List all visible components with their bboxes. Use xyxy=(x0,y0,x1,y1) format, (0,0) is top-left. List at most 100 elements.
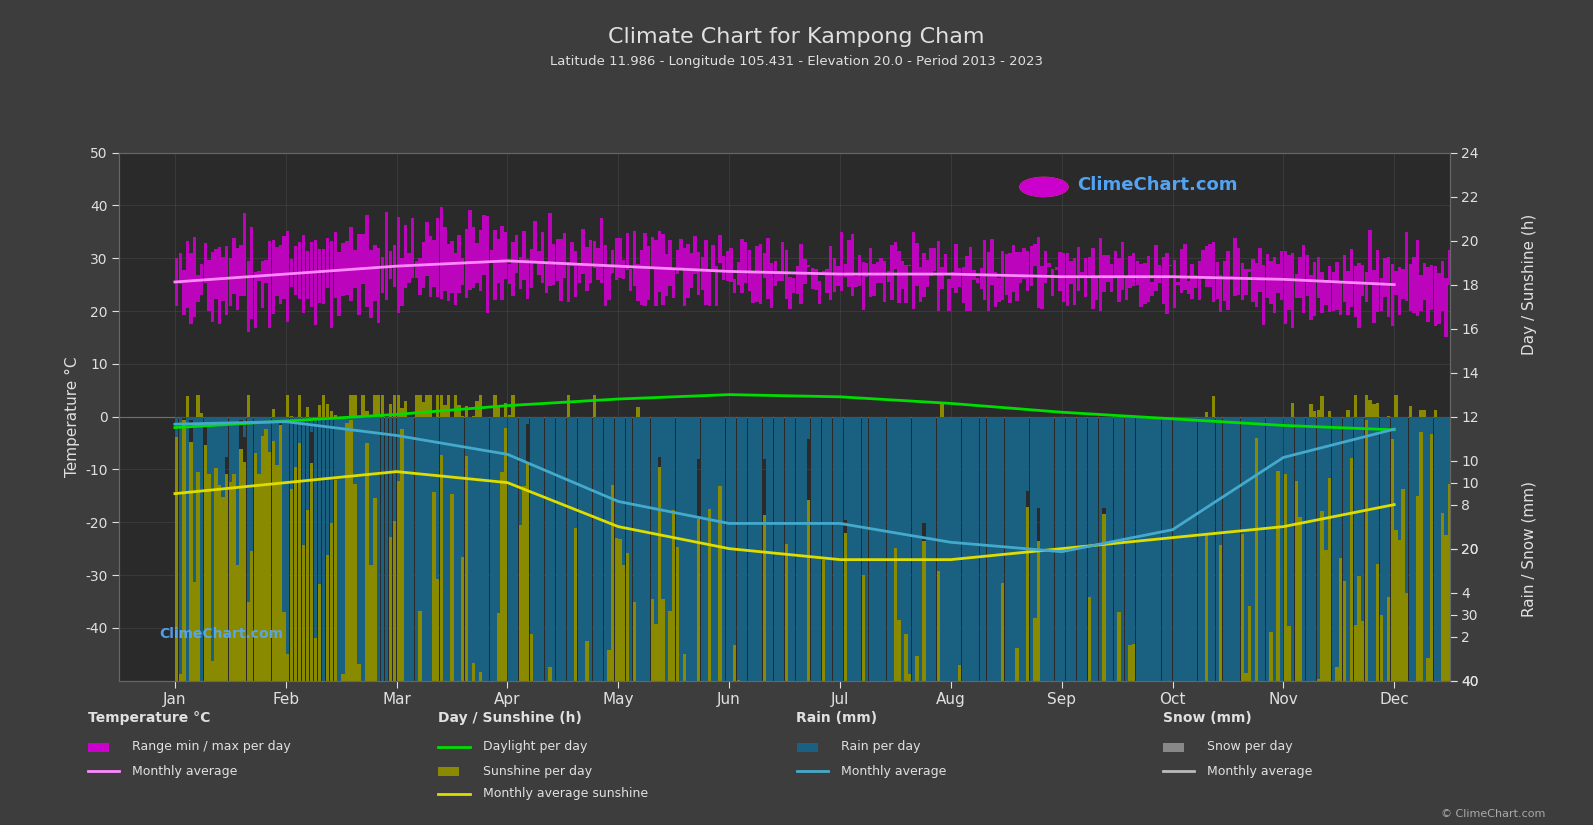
Bar xyxy=(381,417,384,681)
Bar xyxy=(1128,470,1131,681)
Bar xyxy=(1020,485,1023,681)
Bar xyxy=(578,417,581,681)
Bar xyxy=(854,417,857,681)
Bar xyxy=(828,417,833,681)
Bar xyxy=(1121,417,1125,681)
Bar xyxy=(1474,417,1477,518)
Bar xyxy=(911,417,914,681)
Bar xyxy=(690,417,693,681)
Bar xyxy=(436,394,440,681)
Bar xyxy=(503,417,507,428)
Bar xyxy=(1454,270,1459,312)
Bar xyxy=(1301,245,1305,313)
Bar xyxy=(556,458,559,681)
Bar xyxy=(1209,244,1212,287)
Bar xyxy=(1255,417,1258,437)
Bar xyxy=(1051,269,1055,296)
Bar xyxy=(752,475,755,681)
Bar xyxy=(1494,417,1497,450)
Bar xyxy=(1380,417,1383,615)
Bar xyxy=(178,252,182,285)
Bar xyxy=(1077,497,1080,681)
Bar xyxy=(1474,259,1477,323)
Bar xyxy=(386,419,389,681)
Bar xyxy=(655,239,658,306)
Bar xyxy=(537,429,540,681)
Bar xyxy=(902,503,905,681)
Bar xyxy=(940,417,943,681)
Bar xyxy=(632,417,636,602)
Bar xyxy=(1117,417,1120,612)
Bar xyxy=(962,417,965,681)
Bar xyxy=(346,241,349,295)
Bar xyxy=(1043,252,1047,283)
Bar xyxy=(814,269,817,290)
Bar xyxy=(1431,429,1434,681)
Bar xyxy=(876,482,879,681)
Bar xyxy=(1340,417,1343,558)
Bar xyxy=(1284,417,1287,474)
Bar xyxy=(1437,273,1440,324)
Bar xyxy=(1158,417,1161,681)
Bar xyxy=(545,417,548,681)
Bar xyxy=(290,260,293,287)
Bar xyxy=(840,417,843,681)
Bar xyxy=(1008,253,1012,303)
Bar xyxy=(1258,435,1262,681)
Bar xyxy=(1000,493,1004,681)
Bar xyxy=(1204,246,1207,287)
Bar xyxy=(873,264,876,296)
Bar xyxy=(298,394,301,681)
Bar xyxy=(193,237,196,317)
Bar xyxy=(1008,512,1012,681)
Bar xyxy=(1273,417,1276,681)
Bar xyxy=(301,417,306,544)
Bar xyxy=(679,238,682,268)
Bar xyxy=(201,417,204,681)
Bar xyxy=(1376,417,1380,563)
Bar xyxy=(833,417,836,681)
Bar xyxy=(1172,417,1176,681)
Bar xyxy=(551,444,556,681)
Bar xyxy=(239,417,242,420)
Bar xyxy=(1110,417,1114,681)
Bar xyxy=(1426,267,1431,322)
Bar xyxy=(774,513,777,681)
Bar xyxy=(1066,513,1069,681)
Bar xyxy=(386,212,389,299)
Bar xyxy=(1094,276,1099,299)
Bar xyxy=(796,516,800,681)
Bar xyxy=(1383,258,1386,297)
Bar xyxy=(1241,262,1244,300)
Bar xyxy=(1102,514,1106,681)
Bar xyxy=(523,417,526,486)
Bar xyxy=(840,527,843,681)
Bar xyxy=(741,239,744,293)
Bar xyxy=(1502,417,1505,436)
Bar xyxy=(1408,417,1411,681)
Bar xyxy=(322,394,325,681)
Bar xyxy=(446,394,451,681)
Bar xyxy=(1477,258,1480,341)
Bar xyxy=(290,416,293,681)
Bar xyxy=(515,417,518,681)
Bar xyxy=(1029,246,1032,286)
Bar xyxy=(766,238,769,299)
Bar xyxy=(393,245,397,287)
Bar xyxy=(969,417,972,681)
Bar xyxy=(604,456,607,681)
Bar xyxy=(511,242,515,296)
Bar xyxy=(468,462,472,681)
Bar xyxy=(1391,435,1394,681)
Bar xyxy=(1251,463,1255,681)
Bar xyxy=(534,221,537,261)
Bar xyxy=(1258,417,1262,681)
Bar xyxy=(268,417,271,452)
Bar xyxy=(814,493,817,681)
Bar xyxy=(1295,274,1298,298)
Bar xyxy=(1445,436,1448,681)
Bar xyxy=(897,251,900,304)
Bar xyxy=(876,417,879,681)
Bar xyxy=(573,437,578,681)
Bar xyxy=(851,511,854,681)
